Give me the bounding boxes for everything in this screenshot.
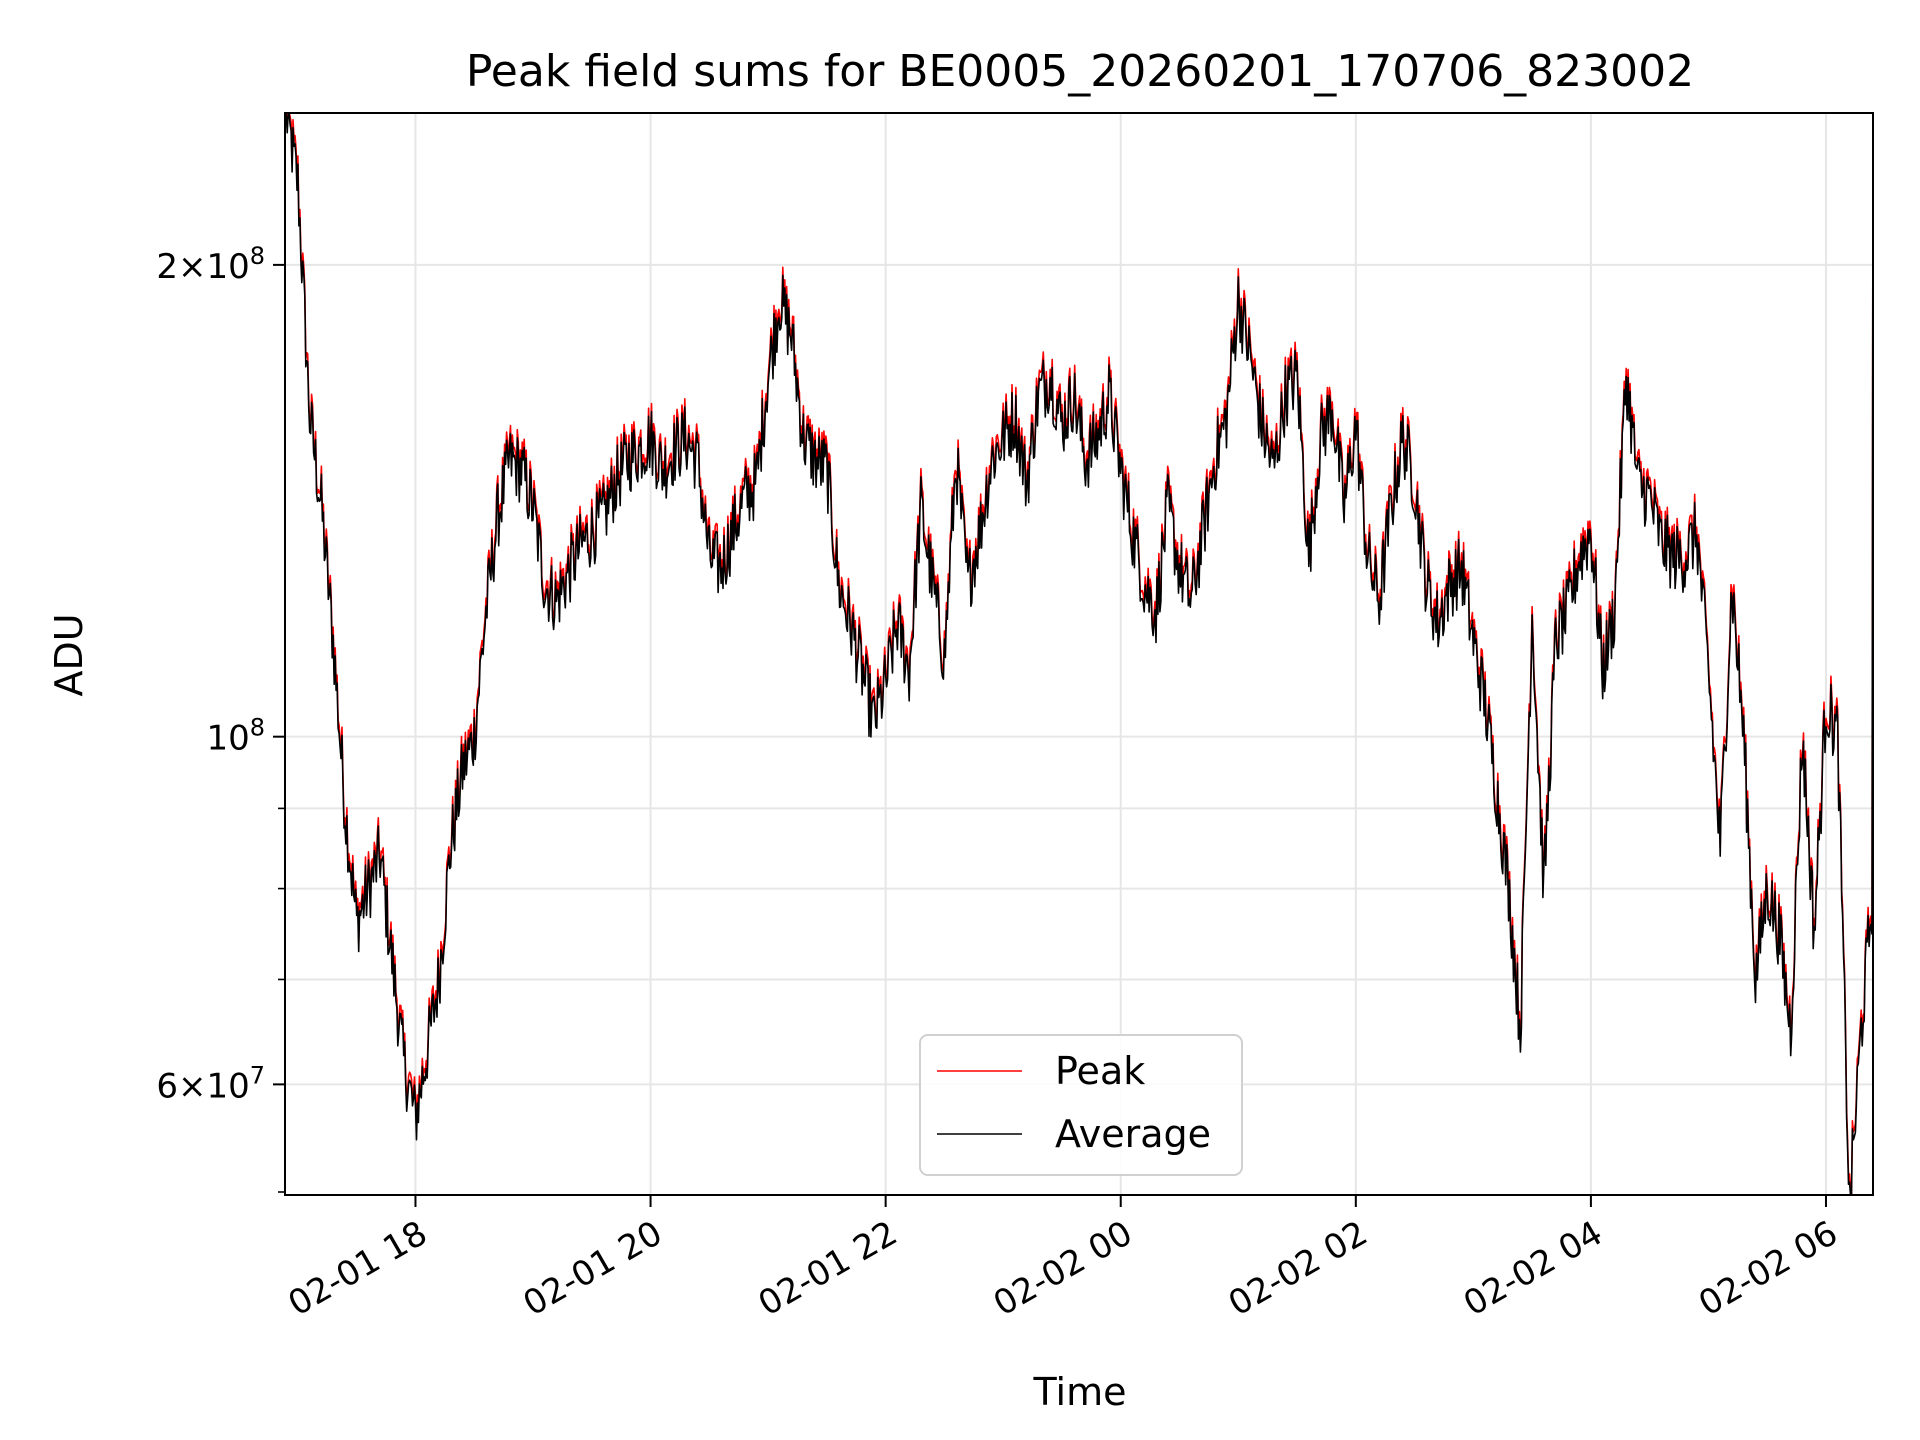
legend-average-label: Average: [1055, 1112, 1211, 1156]
y-tick-label: 6×107: [156, 1061, 265, 1106]
legend: Peak Average: [919, 1034, 1243, 1176]
x-axis-label: Time: [1033, 1370, 1127, 1414]
grid-lines: [285, 113, 1873, 1195]
plot-frame: [284, 112, 1874, 1196]
average-series-line: [285, 112, 1874, 1196]
y-axis-label: ADU: [47, 613, 91, 696]
y-tick-label: 108: [206, 714, 265, 759]
series-layer: [285, 112, 1874, 1196]
legend-peak-label: Peak: [1055, 1049, 1145, 1093]
chart-title: Peak field sums for BE0005_20260201_1707…: [466, 46, 1694, 97]
y-axis-ticks: 108 2×108 6×107: [156, 242, 285, 1193]
legend-box: [919, 1034, 1243, 1176]
y-tick-label: 2×108: [156, 242, 265, 287]
